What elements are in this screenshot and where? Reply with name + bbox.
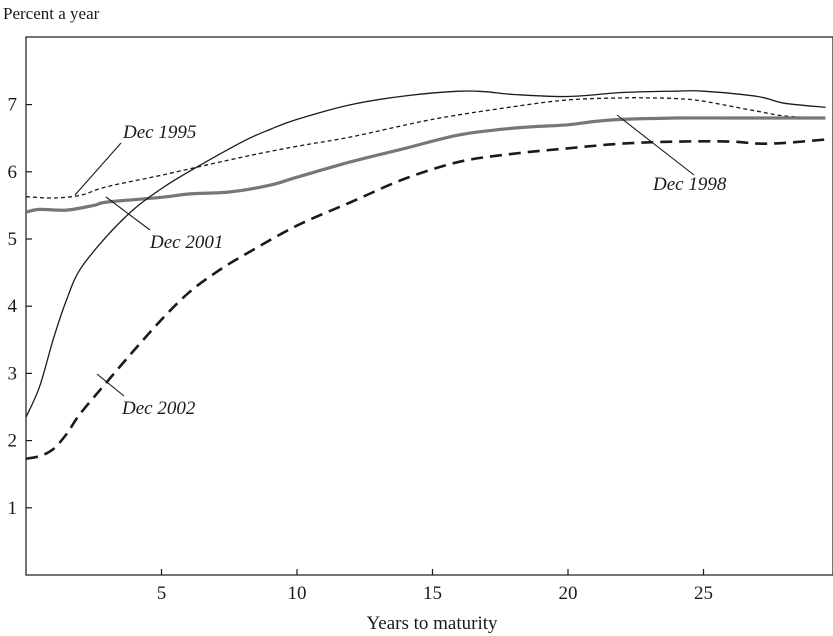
x-tick-label: 5 — [157, 583, 167, 604]
axis-ticks: 1 2 3 4 5 6 7 5 10 15 20 25 — [8, 95, 714, 604]
y-tick-label: 5 — [8, 229, 18, 250]
leader-line-dec-1998 — [616, 114, 695, 176]
series-labels: Dec 1995 Dec 1998 Dec 2001 Dec 2002 — [74, 114, 727, 419]
x-tick-label: 15 — [423, 583, 442, 604]
series-label-dec-2002: Dec 2002 — [121, 398, 196, 419]
y-tick-label: 3 — [8, 363, 18, 384]
y-axis-label: Percent a year — [3, 4, 100, 23]
leader-line-dec-1995 — [74, 142, 122, 196]
leader-line-dec-2002 — [96, 373, 125, 397]
y-tick-label: 1 — [8, 498, 18, 519]
leader-line-dec-2001 — [105, 196, 151, 231]
series-lines — [25, 90, 826, 460]
series-label-dec-2001: Dec 2001 — [149, 232, 223, 253]
series-line-dec-1995 — [25, 97, 826, 199]
series-line-dec-1998 — [25, 116, 826, 214]
series-label-dec-1995: Dec 1995 — [122, 122, 196, 143]
x-tick-label: 25 — [694, 583, 713, 604]
x-tick-label: 10 — [288, 583, 307, 604]
series-label-dec-1998: Dec 1998 — [652, 174, 727, 195]
series-line-dec-2002 — [25, 138, 826, 460]
x-axis-label: Years to maturity — [366, 613, 498, 634]
y-tick-label: 6 — [8, 162, 18, 183]
y-tick-label: 7 — [8, 95, 18, 116]
y-tick-label: 2 — [8, 431, 18, 452]
x-tick-label: 20 — [559, 583, 578, 604]
y-tick-label: 4 — [8, 296, 18, 317]
series-line-dec-2001 — [25, 90, 826, 418]
